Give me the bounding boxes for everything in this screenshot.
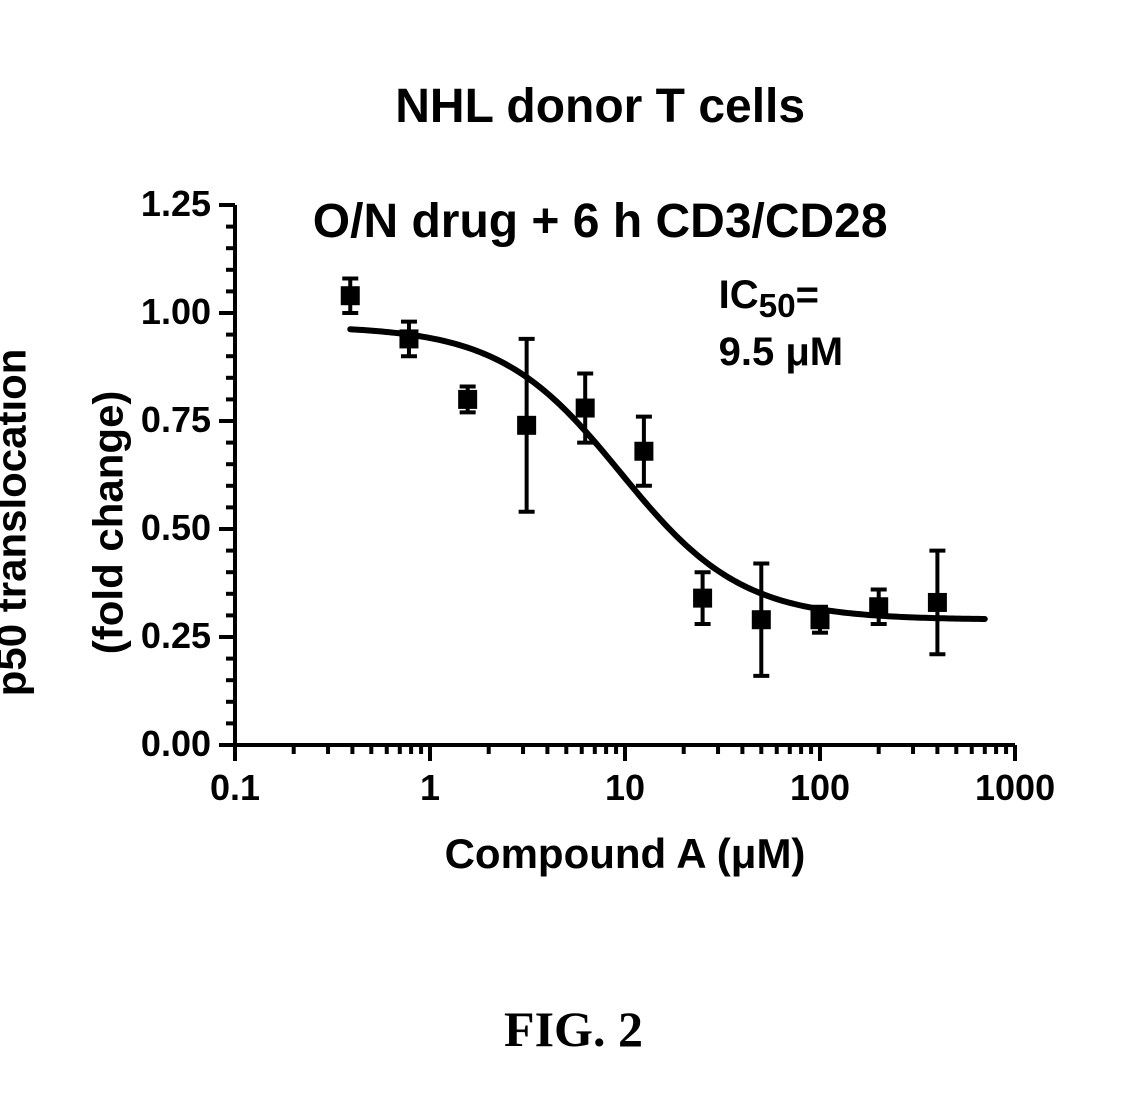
chart-svg (175, 145, 1075, 805)
y-axis-label-line1: p50 translocation (0, 348, 35, 696)
ic50-value: 9.5 (719, 330, 786, 374)
x-axis-label-suffix: M) (756, 830, 805, 877)
x-tick-label: 10 (585, 767, 665, 809)
ic50-prefix: IC (719, 273, 759, 317)
x-axis-label: Compound A (μM) (235, 830, 1015, 878)
figure-caption: FIG. 2 (0, 1000, 1147, 1058)
y-tick-label: 0.00 (141, 723, 211, 765)
plot-area (235, 205, 1015, 745)
x-tick-label: 1 (390, 767, 470, 809)
y-axis-label-line2: (fold change) (84, 390, 131, 654)
x-tick-label: 1000 (975, 767, 1055, 809)
ic50-unit: μM (785, 330, 843, 374)
y-tick-label: 1.25 (141, 183, 211, 225)
ic50-eq: = (796, 273, 819, 317)
y-tick-label: 0.25 (141, 615, 211, 657)
x-tick-label: 100 (780, 767, 860, 809)
figure-container: NHL donor T cells O/N drug + 6 h CD3/CD2… (0, 0, 1147, 1096)
x-axis-label-unit: μ (731, 830, 757, 877)
ic50-annotation: IC50= 9.5 μM (719, 270, 844, 378)
title-line-1: NHL donor T cells (395, 80, 805, 133)
x-tick-label: 0.1 (195, 767, 275, 809)
ic50-sub: 50 (759, 288, 796, 325)
y-tick-label: 0.75 (141, 399, 211, 441)
y-tick-label: 1.00 (141, 291, 211, 333)
figure-caption-text: FIG. 2 (504, 1001, 643, 1057)
y-tick-label: 0.50 (141, 507, 211, 549)
x-axis-label-prefix: Compound A ( (445, 830, 731, 877)
